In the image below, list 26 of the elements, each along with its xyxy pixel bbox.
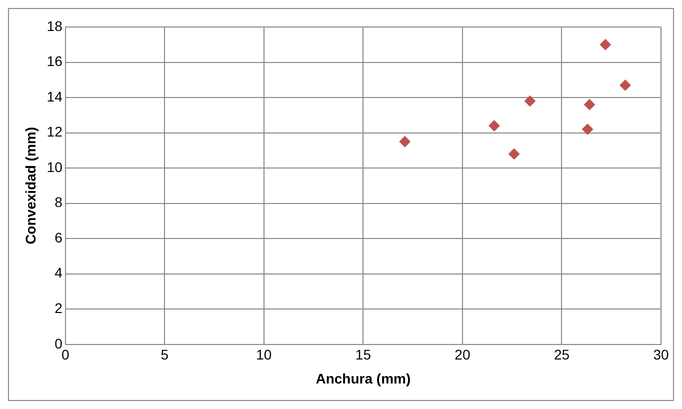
y-tick-label: 6 bbox=[54, 229, 63, 246]
x-tick-label: 10 bbox=[256, 346, 272, 363]
x-tick-label: 25 bbox=[554, 346, 570, 363]
point bbox=[600, 39, 611, 50]
x-axis-title: Anchura (mm) bbox=[316, 370, 411, 386]
x-tick-label: 15 bbox=[355, 346, 372, 363]
point bbox=[582, 124, 594, 135]
point bbox=[508, 148, 520, 160]
x-tick-label: 5 bbox=[160, 346, 169, 363]
y-tick-label: 12 bbox=[46, 124, 63, 140]
point bbox=[620, 80, 631, 91]
y-tick-label: 2 bbox=[54, 300, 63, 316]
y-tick-label: 18 bbox=[46, 18, 63, 34]
point bbox=[399, 136, 410, 148]
point bbox=[488, 120, 500, 132]
point bbox=[524, 96, 536, 107]
y-tick-label: 0 bbox=[54, 335, 63, 352]
y-tick-label: 4 bbox=[54, 264, 63, 281]
y-tick-label: 8 bbox=[54, 194, 63, 210]
x-tick-label: 30 bbox=[653, 346, 669, 363]
point bbox=[584, 99, 596, 110]
y-tick-label: 16 bbox=[46, 53, 63, 70]
y-axis-title: Convexidad (mm) bbox=[22, 126, 38, 244]
x-tick-label: 20 bbox=[454, 346, 470, 363]
y-tick-label: 10 bbox=[46, 158, 63, 175]
y-tick-label: 14 bbox=[46, 88, 63, 104]
